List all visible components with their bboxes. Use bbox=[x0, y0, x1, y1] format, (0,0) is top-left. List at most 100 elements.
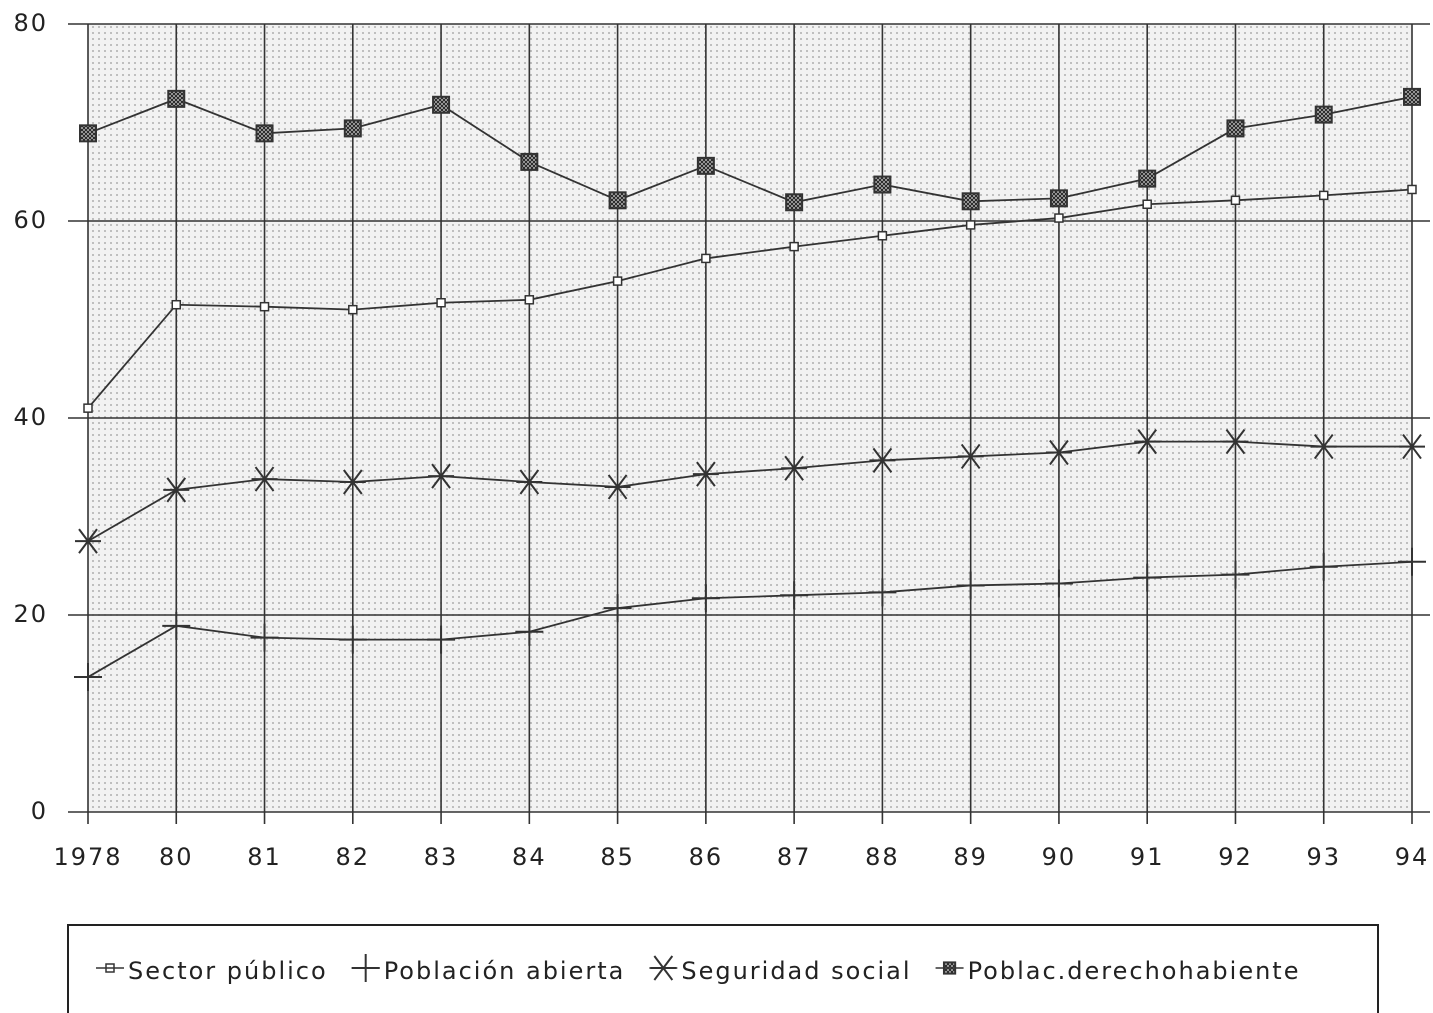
x-tick-label: 87 bbox=[777, 843, 812, 871]
x-tick-label: 82 bbox=[336, 843, 371, 871]
marker bbox=[79, 124, 97, 143]
marker-plus bbox=[691, 584, 720, 613]
marker-hatched-square bbox=[167, 89, 186, 108]
marker-hatched-square bbox=[432, 95, 451, 114]
marker bbox=[339, 469, 366, 495]
x-tick-label: 88 bbox=[865, 843, 900, 871]
marker bbox=[516, 469, 543, 495]
marker bbox=[612, 276, 623, 286]
marker bbox=[436, 298, 446, 308]
marker-hatched-square bbox=[1314, 105, 1333, 124]
marker bbox=[1403, 87, 1421, 106]
marker-hatched-square bbox=[255, 124, 274, 143]
marker bbox=[1054, 213, 1064, 223]
marker bbox=[524, 295, 535, 305]
x-tick-label: 92 bbox=[1218, 843, 1253, 871]
marker-plus bbox=[338, 625, 367, 654]
series-line bbox=[87, 188, 1413, 409]
marker-square bbox=[877, 231, 888, 241]
marker-plus bbox=[1309, 552, 1338, 581]
x-tick-label: 85 bbox=[600, 843, 635, 871]
marker-hatched-square bbox=[785, 193, 804, 212]
marker bbox=[348, 304, 358, 315]
marker bbox=[250, 623, 279, 652]
marker-square bbox=[1407, 184, 1417, 195]
marker bbox=[74, 663, 102, 692]
marker-plus bbox=[1044, 569, 1073, 598]
y-tick-label: 60 bbox=[13, 206, 48, 234]
marker-plus bbox=[1221, 560, 1250, 589]
y-tick-label: 0 bbox=[31, 797, 48, 825]
marker bbox=[692, 461, 719, 487]
marker bbox=[1138, 169, 1157, 188]
marker bbox=[432, 95, 451, 114]
x-tick-label: 84 bbox=[512, 843, 547, 871]
marker-square bbox=[259, 301, 270, 312]
marker bbox=[259, 301, 270, 312]
marker-square bbox=[348, 304, 358, 315]
marker-asterisk bbox=[75, 528, 101, 554]
legend-label: Población abierta bbox=[384, 957, 626, 985]
marker-square bbox=[789, 241, 799, 252]
marker bbox=[343, 119, 362, 138]
marker bbox=[965, 220, 976, 230]
marker-hatched-square bbox=[1403, 87, 1421, 106]
marker bbox=[780, 581, 809, 610]
marker-hatched-square bbox=[1226, 119, 1245, 138]
legend-box bbox=[67, 924, 1379, 1013]
marker bbox=[877, 231, 888, 241]
marker bbox=[1310, 433, 1337, 460]
marker-square bbox=[1230, 195, 1241, 206]
marker-asterisk bbox=[339, 469, 366, 495]
y-tick-label: 80 bbox=[13, 9, 48, 37]
marker bbox=[428, 463, 455, 489]
marker-plus bbox=[956, 571, 985, 600]
x-tick-label: 1978 bbox=[53, 843, 122, 871]
marker bbox=[1226, 119, 1245, 138]
marker-asterisk bbox=[692, 461, 719, 487]
marker-asterisk bbox=[957, 443, 984, 470]
marker bbox=[338, 625, 367, 654]
marker bbox=[957, 443, 984, 470]
marker-asterisk bbox=[1222, 429, 1249, 455]
marker bbox=[1309, 552, 1338, 581]
marker-hatched-square bbox=[520, 152, 539, 171]
marker bbox=[789, 241, 799, 252]
marker-hatched-square bbox=[79, 124, 97, 143]
marker bbox=[1398, 547, 1426, 576]
marker-square bbox=[965, 220, 976, 230]
marker-square bbox=[1142, 199, 1152, 210]
x-tick-label: 86 bbox=[689, 843, 724, 871]
marker-plus bbox=[780, 581, 809, 610]
marker-plus bbox=[427, 625, 456, 654]
marker bbox=[1230, 195, 1241, 206]
marker-asterisk bbox=[163, 477, 190, 503]
marker-asterisk bbox=[516, 469, 543, 495]
marker bbox=[1222, 429, 1249, 455]
marker-square bbox=[612, 276, 623, 286]
marker bbox=[608, 191, 627, 210]
marker-square bbox=[171, 299, 182, 310]
marker bbox=[1134, 429, 1161, 455]
marker bbox=[1407, 184, 1417, 195]
marker-plus bbox=[250, 623, 279, 652]
legend-label: Poblac.derechohabiente bbox=[968, 957, 1301, 985]
marker bbox=[1221, 560, 1250, 589]
marker bbox=[785, 193, 804, 212]
x-tick-label: 83 bbox=[424, 843, 459, 871]
marker bbox=[1049, 189, 1068, 208]
marker bbox=[255, 124, 274, 143]
marker bbox=[961, 192, 980, 211]
x-tick-label: 93 bbox=[1306, 843, 1341, 871]
marker bbox=[1133, 563, 1162, 592]
marker-asterisk bbox=[1045, 439, 1072, 466]
y-tick-label: 40 bbox=[13, 403, 48, 431]
marker bbox=[604, 474, 631, 500]
marker bbox=[696, 156, 715, 175]
marker-asterisk bbox=[251, 466, 278, 492]
marker bbox=[603, 594, 632, 623]
marker-plus bbox=[603, 594, 632, 623]
marker bbox=[1044, 569, 1073, 598]
marker-asterisk bbox=[604, 474, 631, 500]
marker-hatched-square bbox=[1138, 169, 1157, 188]
